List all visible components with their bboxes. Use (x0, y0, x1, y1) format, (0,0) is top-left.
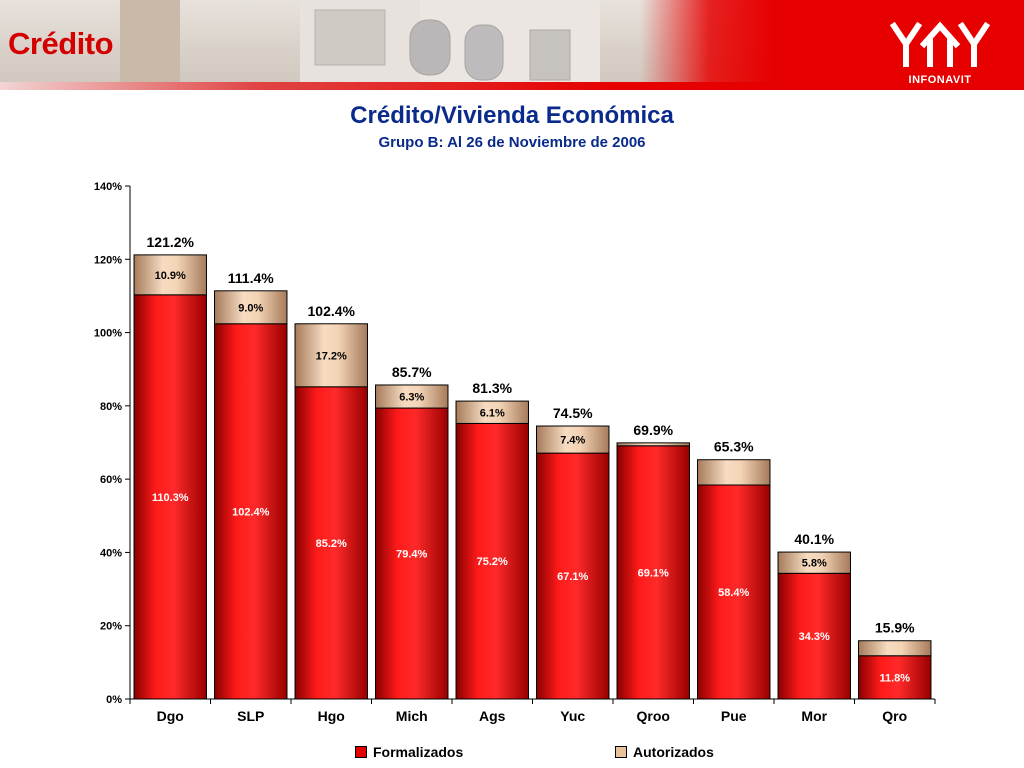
chart-subtitle: Grupo B: Al 26 de Noviembre de 2006 (378, 134, 646, 151)
chart-legend: Formalizados Autorizados (0, 744, 1024, 764)
autorizados-data-label: 5.8% (802, 558, 827, 570)
total-label: 40.1% (794, 531, 834, 547)
formalizados-data-label: 69.1% (638, 567, 669, 579)
bar-autorizados-hgo (294, 323, 368, 388)
bar-formalizados-mor (777, 572, 851, 700)
logo-text: INFONAVIT (908, 74, 972, 86)
bar-formalizados-dgo (133, 294, 207, 700)
legend-label-autorizados: Autorizados (633, 744, 714, 760)
formalizados-data-label: 34.3% (799, 631, 830, 643)
bar-autorizados-yuc (536, 425, 610, 454)
section-title: Crédito (8, 26, 114, 61)
autorizados-data-label: 9.0% (238, 302, 263, 314)
y-tick-label: 60% (100, 474, 122, 486)
bar-autorizados-slp (214, 290, 288, 325)
autorizados-data-label: 6.3% (399, 392, 424, 404)
total-label: 81.3% (472, 380, 512, 396)
autorizados-data-label: 17.2% (316, 350, 347, 362)
total-label: 15.9% (875, 620, 915, 636)
autorizados-data-label: 6.1% (480, 407, 505, 419)
y-tick-label: 20% (100, 621, 122, 633)
autorizados-data-label: 7.4% (560, 435, 585, 447)
bar-formalizados-pue (697, 484, 771, 700)
x-tick-label: Mich (396, 708, 428, 724)
bar-autorizados-mich (375, 384, 449, 409)
bar-autorizados-dgo (133, 254, 207, 296)
y-tick-label: 40% (100, 547, 122, 559)
bar-formalizados-mich (375, 407, 449, 700)
formalizados-data-label: 67.1% (557, 571, 588, 583)
x-tick-label: Pue (721, 708, 747, 724)
infonavit-logo (889, 21, 991, 67)
legend-swatch-autorizados (615, 746, 627, 758)
bar-autorizados-qroo (616, 442, 690, 447)
x-tick-label: Qro (882, 708, 907, 724)
formalizados-data-label: 11.8% (879, 672, 910, 684)
formalizados-data-label: 79.4% (396, 549, 427, 561)
x-tick-label: Mor (801, 708, 827, 724)
legend-label-formalizados: Formalizados (373, 744, 464, 760)
total-label: 69.9% (633, 422, 673, 438)
legend-swatch-formalizados (355, 746, 367, 758)
bar-autorizados-qro (858, 640, 932, 657)
header-banner (0, 0, 1024, 90)
legend-item-formalizados: Formalizados (355, 744, 463, 760)
total-label: 85.7% (392, 364, 432, 380)
x-tick-label: Hgo (318, 708, 345, 724)
total-label: 121.2% (147, 234, 195, 250)
total-label: 74.5% (553, 405, 593, 421)
bar-autorizados-ags (455, 400, 529, 424)
formalizados-data-label: 58.4% (718, 587, 749, 599)
bar-formalizados-slp (214, 323, 288, 700)
x-tick-label: Dgo (157, 708, 184, 724)
y-tick-label: 80% (100, 401, 122, 413)
total-label: 102.4% (308, 303, 356, 319)
house-photo-illustration (120, 0, 600, 90)
formalizados-data-label: 102.4% (232, 506, 270, 518)
x-tick-label: Qroo (637, 708, 670, 724)
y-tick-label: 140% (94, 181, 122, 193)
x-tick-label: Ags (479, 708, 506, 724)
formalizados-data-label: 110.3% (152, 492, 189, 504)
y-tick-label: 100% (94, 328, 122, 340)
header-red-bar (0, 82, 1024, 90)
autorizados-data-label: 10.9% (155, 270, 186, 282)
chart-title: Crédito/Vivienda Económica (350, 102, 674, 129)
legend-item-autorizados: Autorizados (615, 744, 714, 760)
bar-autorizados-mor (777, 551, 851, 574)
bar-formalizados-yuc (536, 452, 610, 700)
total-label: 65.3% (714, 439, 754, 455)
formalizados-data-label: 75.2% (477, 556, 508, 568)
header-red-block (640, 0, 1024, 90)
x-tick-label: SLP (237, 708, 264, 724)
bar-formalizados-qroo (616, 445, 690, 700)
bar-formalizados-hgo (294, 386, 368, 700)
y-tick-label: 0% (106, 694, 122, 706)
y-tick-label: 120% (94, 254, 122, 266)
formalizados-data-label: 85.2% (316, 538, 347, 550)
bar-formalizados-ags (455, 422, 529, 700)
total-label: 111.4% (228, 270, 274, 286)
bar-autorizados-pue (697, 459, 771, 486)
x-tick-label: Yuc (560, 708, 585, 724)
